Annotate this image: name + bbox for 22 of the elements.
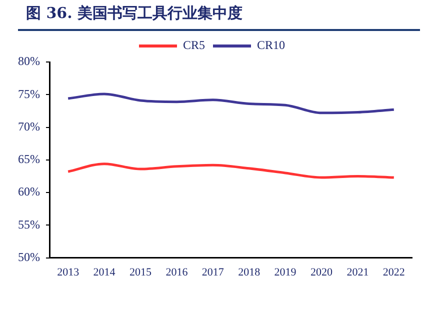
- y-tick-label: 65%: [18, 152, 40, 166]
- x-tick-label: 2020: [310, 266, 333, 278]
- x-tick-label: 2018: [238, 266, 261, 278]
- x-tick-label: 2022: [382, 266, 405, 278]
- x-tick-label: 2016: [166, 266, 188, 278]
- x-tick-label: 2019: [274, 266, 297, 278]
- y-tick-label: 75%: [18, 86, 40, 101]
- x-tick-label: 2017: [202, 266, 224, 278]
- y-tick-label: 55%: [18, 217, 40, 232]
- x-tick-label: 2015: [129, 266, 152, 278]
- line-series: [66, 92, 396, 114]
- x-tick-label: 2014: [93, 266, 116, 278]
- chart-title: 图 36. 美国书写工具行业集中度: [26, 4, 243, 23]
- y-tick-label: 60%: [18, 184, 40, 199]
- y-tick-label: 50%: [18, 250, 40, 264]
- y-tick-label: 80%: [18, 54, 40, 68]
- x-tick-label: 2021: [346, 266, 369, 278]
- line-series: [66, 162, 396, 179]
- y-tick-label: 70%: [18, 119, 40, 134]
- legend-label: CR5: [182, 38, 206, 52]
- legend-label: CR10: [257, 38, 286, 52]
- x-tick-label: 2013: [57, 266, 80, 278]
